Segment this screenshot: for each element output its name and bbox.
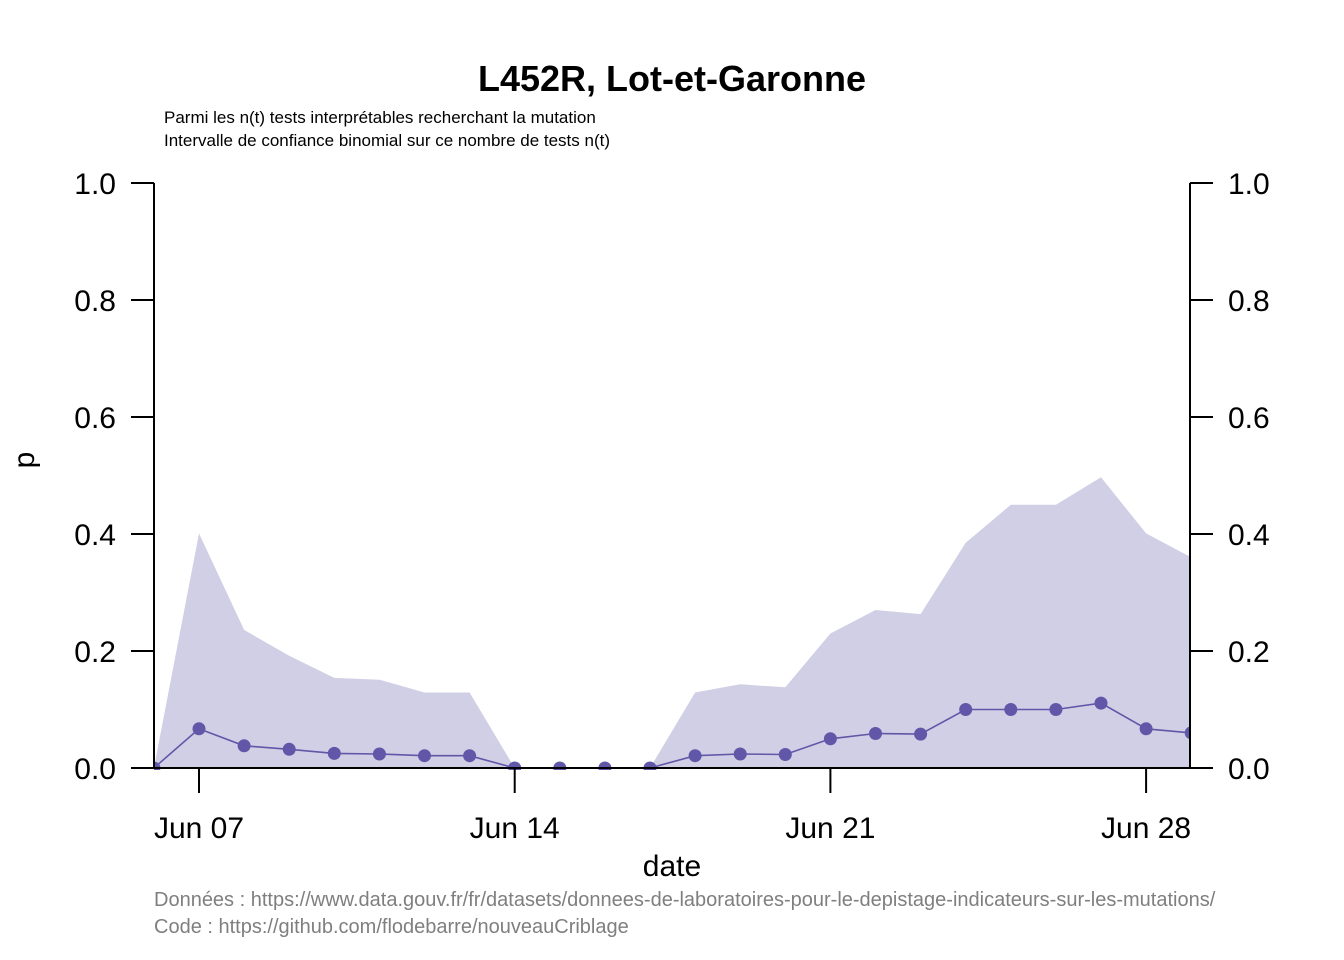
data-point xyxy=(959,703,973,716)
y-tick-label-left: 1.0 xyxy=(74,168,116,201)
y-axis-label: p xyxy=(8,452,41,469)
y-tick-label-right: 0.2 xyxy=(1228,636,1270,669)
data-point xyxy=(733,747,747,761)
data-point xyxy=(1094,696,1108,710)
y-tick-label-right: 0.6 xyxy=(1228,402,1270,435)
chart-subtitle-line-2: Intervalle de confiance binomial sur ce … xyxy=(164,131,610,150)
data-point xyxy=(237,739,251,753)
data-point xyxy=(327,746,341,760)
x-tick-label: Jun 07 xyxy=(154,812,244,845)
plot-area xyxy=(154,477,1190,770)
data-point xyxy=(1139,722,1153,736)
footer-code-source: Code : https://github.com/flodebarre/nou… xyxy=(154,916,629,938)
y-axis-left: 0.0 0.2 0.4 0.6 0.8 1.0 xyxy=(74,168,155,786)
x-axis-label: date xyxy=(643,850,701,883)
y-tick-label-left: 0.0 xyxy=(74,753,116,786)
y-tick-label-right: 0.4 xyxy=(1228,519,1270,552)
data-point xyxy=(914,727,928,741)
data-point xyxy=(778,748,792,761)
chart-title: L452R, Lot-et-Garonne xyxy=(478,58,866,99)
y-tick-label-left: 0.4 xyxy=(74,519,116,552)
y-tick-label-left: 0.6 xyxy=(74,402,116,435)
footer-data-source: Données : https://www.data.gouv.fr/fr/da… xyxy=(154,889,1216,911)
y-tick-label-left: 0.2 xyxy=(74,636,116,669)
data-point xyxy=(463,749,477,763)
y-tick-label-left: 0.8 xyxy=(74,285,116,318)
data-points xyxy=(154,696,1190,770)
data-point xyxy=(418,749,431,763)
data-point xyxy=(823,732,837,746)
data-point xyxy=(1184,726,1190,740)
x-tick-label: Jun 14 xyxy=(470,812,560,845)
series-line xyxy=(154,702,1190,769)
x-tick-label: Jun 28 xyxy=(1101,812,1191,845)
data-point xyxy=(688,749,702,763)
data-point xyxy=(192,722,206,736)
x-tick-label: Jun 21 xyxy=(785,812,875,845)
data-point xyxy=(1049,703,1063,716)
data-point xyxy=(282,742,296,756)
data-point xyxy=(1004,703,1018,716)
y-tick-label-right: 0.8 xyxy=(1228,285,1270,318)
data-point xyxy=(372,747,386,761)
chart-subtitle-line-1: Parmi les n(t) tests interprétables rech… xyxy=(164,108,596,127)
data-point xyxy=(869,727,882,740)
y-tick-label-right: 1.0 xyxy=(1228,168,1270,201)
x-axis: Jun 07 Jun 14 Jun 21 Jun 28 xyxy=(154,767,1191,845)
confidence-interval-band xyxy=(154,477,1190,768)
y-axis-right: 0.0 0.2 0.4 0.6 0.8 1.0 xyxy=(1189,168,1270,786)
y-tick-label-right: 0.0 xyxy=(1228,753,1270,786)
